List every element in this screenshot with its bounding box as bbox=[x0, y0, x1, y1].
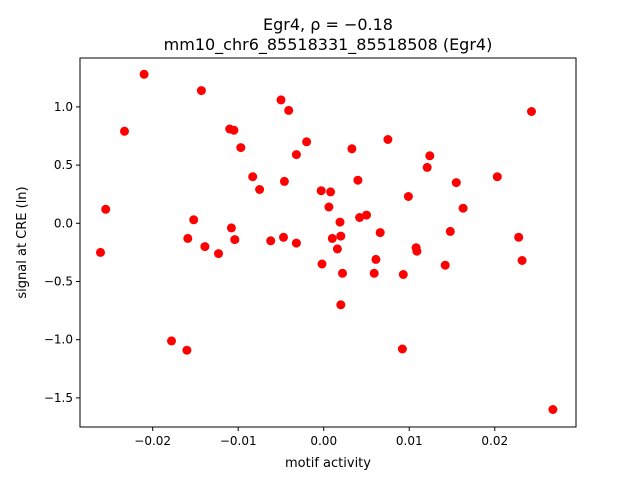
data-point bbox=[355, 213, 365, 222]
x-tick-label: −0.02 bbox=[134, 434, 171, 448]
plot-area bbox=[96, 69, 558, 414]
data-point bbox=[255, 185, 265, 194]
y-tick-label: −0.5 bbox=[44, 274, 73, 288]
data-point bbox=[335, 217, 345, 227]
data-point bbox=[139, 69, 149, 79]
data-point bbox=[327, 233, 337, 243]
x-tick-label: 0.01 bbox=[396, 434, 423, 448]
data-point bbox=[182, 345, 192, 355]
chart-title-line2: mm10_chr6_85518331_85518508 (Egr4) bbox=[164, 35, 493, 55]
data-point bbox=[412, 246, 422, 256]
data-point bbox=[266, 236, 276, 246]
data-point bbox=[548, 405, 558, 414]
x-tick-label: −0.01 bbox=[220, 434, 257, 448]
data-point bbox=[326, 187, 336, 197]
y-tick-label: 1.0 bbox=[54, 100, 73, 114]
data-point bbox=[226, 223, 236, 233]
data-point bbox=[375, 228, 385, 238]
axes-frame bbox=[79, 57, 577, 428]
y-axis-label: signal at CRE (ln) bbox=[15, 186, 30, 298]
x-tick-label: 0.00 bbox=[310, 434, 337, 448]
data-point bbox=[336, 300, 346, 310]
data-point bbox=[451, 178, 461, 188]
data-point bbox=[189, 215, 199, 225]
data-point bbox=[403, 192, 413, 201]
data-point bbox=[196, 86, 206, 96]
data-point bbox=[167, 336, 176, 346]
data-point bbox=[236, 143, 246, 153]
data-point bbox=[230, 235, 240, 245]
data-point bbox=[440, 260, 450, 270]
data-point bbox=[425, 151, 435, 161]
y-tick-label: −1.5 bbox=[44, 391, 73, 405]
data-point bbox=[214, 249, 223, 259]
data-point bbox=[445, 226, 455, 236]
data-point bbox=[336, 231, 346, 241]
data-point bbox=[517, 256, 527, 265]
data-point bbox=[291, 238, 301, 248]
data-point bbox=[369, 268, 379, 278]
data-point bbox=[276, 95, 286, 105]
data-point bbox=[371, 254, 381, 264]
y-axis-ticks: −1.5 −1.0 −0.5 0.0 0.5 1.0 bbox=[44, 100, 80, 405]
data-point bbox=[229, 125, 239, 135]
data-point bbox=[398, 270, 408, 279]
data-point bbox=[492, 172, 502, 182]
x-axis-ticks: −0.02 −0.01 0.00 0.01 0.02 bbox=[134, 427, 508, 448]
y-tick-label: 0.0 bbox=[54, 216, 73, 230]
data-point bbox=[332, 244, 342, 254]
data-point bbox=[338, 268, 347, 278]
data-point bbox=[284, 105, 294, 115]
data-point bbox=[397, 344, 407, 354]
data-point bbox=[302, 137, 312, 147]
data-point bbox=[279, 176, 289, 186]
data-point bbox=[200, 242, 210, 252]
data-point bbox=[422, 162, 432, 172]
data-point bbox=[362, 210, 371, 220]
data-point bbox=[347, 144, 357, 154]
y-tick-label: −1.0 bbox=[44, 333, 73, 347]
data-point bbox=[324, 202, 334, 212]
data-point bbox=[317, 259, 327, 269]
data-point bbox=[383, 135, 393, 144]
data-point bbox=[514, 232, 524, 242]
data-point bbox=[120, 126, 129, 136]
x-axis-label: motif activity bbox=[285, 456, 371, 471]
chart-title-line1: Egr4, ρ = −0.18 bbox=[263, 15, 393, 34]
data-point bbox=[291, 150, 301, 160]
x-tick-label: 0.02 bbox=[481, 434, 508, 448]
data-point bbox=[183, 233, 193, 243]
y-tick-label: 0.5 bbox=[54, 158, 73, 172]
data-point bbox=[316, 186, 326, 196]
data-point bbox=[458, 203, 468, 213]
data-point bbox=[101, 204, 111, 214]
data-point bbox=[279, 232, 288, 242]
data-point bbox=[248, 172, 258, 182]
data-point bbox=[96, 247, 105, 257]
data-point bbox=[353, 175, 363, 185]
data-point bbox=[527, 107, 536, 116]
